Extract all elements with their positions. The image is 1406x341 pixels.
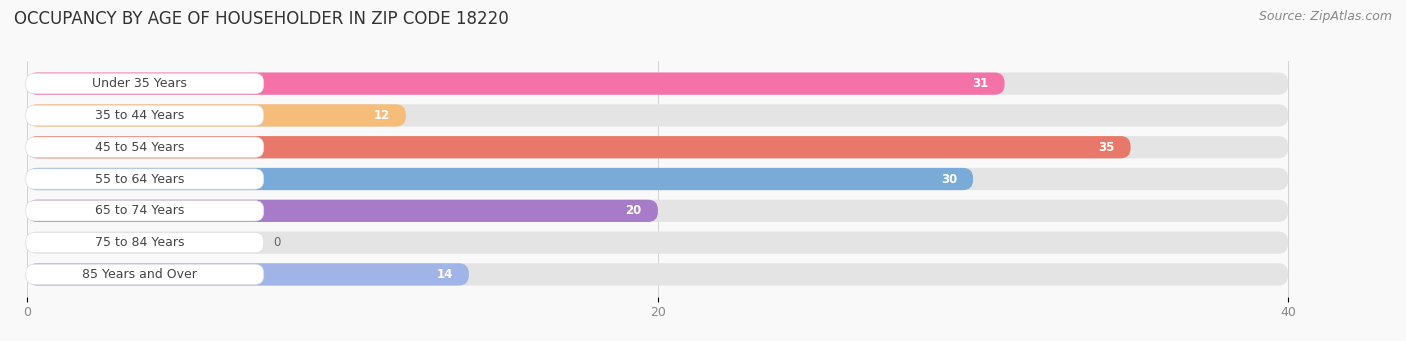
FancyBboxPatch shape (27, 168, 973, 190)
FancyBboxPatch shape (27, 73, 1004, 95)
FancyBboxPatch shape (25, 169, 264, 189)
Text: 20: 20 (626, 204, 643, 217)
Text: 30: 30 (941, 173, 957, 186)
Text: 0: 0 (273, 236, 281, 249)
FancyBboxPatch shape (25, 73, 264, 94)
FancyBboxPatch shape (27, 136, 1288, 158)
FancyBboxPatch shape (27, 232, 1288, 254)
FancyBboxPatch shape (25, 264, 264, 285)
FancyBboxPatch shape (25, 105, 264, 125)
FancyBboxPatch shape (27, 73, 1288, 95)
Text: 14: 14 (436, 268, 453, 281)
FancyBboxPatch shape (27, 136, 1130, 158)
FancyBboxPatch shape (27, 200, 658, 222)
Text: 85 Years and Over: 85 Years and Over (82, 268, 197, 281)
FancyBboxPatch shape (25, 233, 264, 253)
Text: Source: ZipAtlas.com: Source: ZipAtlas.com (1258, 10, 1392, 23)
FancyBboxPatch shape (27, 168, 1288, 190)
Text: 45 to 54 Years: 45 to 54 Years (94, 141, 184, 154)
Text: 55 to 64 Years: 55 to 64 Years (94, 173, 184, 186)
Text: 35: 35 (1098, 141, 1115, 154)
Text: 75 to 84 Years: 75 to 84 Years (94, 236, 184, 249)
Text: 31: 31 (972, 77, 988, 90)
Text: Under 35 Years: Under 35 Years (91, 77, 187, 90)
Text: 12: 12 (374, 109, 389, 122)
FancyBboxPatch shape (27, 200, 1288, 222)
FancyBboxPatch shape (27, 263, 1288, 285)
FancyBboxPatch shape (27, 104, 1288, 127)
FancyBboxPatch shape (25, 201, 264, 221)
FancyBboxPatch shape (25, 137, 264, 158)
Text: 35 to 44 Years: 35 to 44 Years (94, 109, 184, 122)
Text: OCCUPANCY BY AGE OF HOUSEHOLDER IN ZIP CODE 18220: OCCUPANCY BY AGE OF HOUSEHOLDER IN ZIP C… (14, 10, 509, 28)
Text: 65 to 74 Years: 65 to 74 Years (94, 204, 184, 217)
FancyBboxPatch shape (27, 104, 406, 127)
FancyBboxPatch shape (27, 263, 468, 285)
